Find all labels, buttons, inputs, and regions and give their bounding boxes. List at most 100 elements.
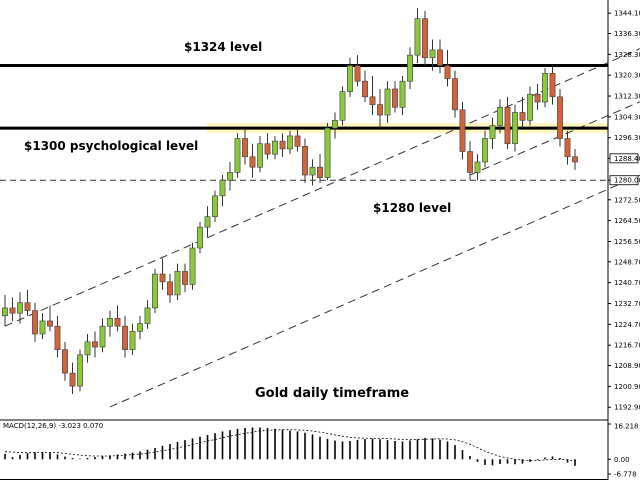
candle-body-bear xyxy=(182,271,188,285)
candle-body-bull xyxy=(234,138,241,173)
candle-body-bear xyxy=(534,93,541,103)
candle xyxy=(527,86,533,126)
candle-body-bear xyxy=(294,135,301,147)
candle xyxy=(77,349,83,392)
candle xyxy=(159,258,166,290)
candle-body-bear xyxy=(369,96,376,105)
price-tick-label: 1288.40 xyxy=(614,155,640,163)
candle xyxy=(399,75,406,116)
candle xyxy=(369,75,376,116)
candle xyxy=(489,117,496,149)
price-tick-label: 1240.70 xyxy=(614,279,640,287)
candle xyxy=(144,300,151,329)
candle-body-bull xyxy=(84,341,91,356)
macd-tick-label: 16.218 xyxy=(614,423,639,431)
price-tick-label: 1304.30 xyxy=(614,113,640,121)
candle xyxy=(107,310,113,337)
price-tick-label: 1216.70 xyxy=(614,342,640,350)
candle xyxy=(279,133,286,157)
price-tick-label: 1200.90 xyxy=(614,383,640,391)
candle xyxy=(347,57,353,97)
candle-body-bear xyxy=(549,73,556,98)
candle xyxy=(182,263,188,293)
candle-body-bear xyxy=(564,138,571,158)
candle-body-bear xyxy=(519,112,526,121)
candle xyxy=(204,206,211,238)
candle xyxy=(294,128,301,152)
candle xyxy=(474,154,481,181)
candle-body-bear xyxy=(122,325,128,350)
candle-body-bull xyxy=(407,54,413,82)
candle-body-bear xyxy=(69,372,76,387)
candle-body-bear xyxy=(249,156,256,168)
candle xyxy=(54,315,61,358)
price-axis: 1344.10 1336.30 1328.30 1320.30 1312.30 1304.… xyxy=(608,10,640,479)
candle-body-bear xyxy=(504,106,511,145)
price-tick-label: 1328.30 xyxy=(614,51,640,59)
candle-body-bear xyxy=(62,349,68,374)
candle xyxy=(317,154,323,183)
price-tick-label: 1296.30 xyxy=(614,134,640,142)
candle xyxy=(324,122,331,181)
candle xyxy=(422,10,428,66)
macd-tick-label: -6.778 xyxy=(614,471,637,479)
candle-body-bear xyxy=(9,307,16,314)
candle-body-bear xyxy=(114,318,121,327)
macd-tick-label: 0.00 xyxy=(614,456,630,464)
candle xyxy=(549,65,556,105)
candle-body-bull xyxy=(219,179,226,197)
candle-body-bull xyxy=(384,88,391,116)
candle-body-bear xyxy=(467,151,473,173)
candle xyxy=(9,297,16,321)
price-tick-label: 1232.70 xyxy=(614,300,640,308)
price-tick-label: 1256.50 xyxy=(614,238,640,246)
candle-body-bull xyxy=(482,138,488,163)
candle-body-bull xyxy=(414,18,421,56)
candle xyxy=(354,55,361,87)
price-tick-label: 1224.70 xyxy=(614,321,640,329)
candle xyxy=(482,130,488,168)
price-tick-label: 1192.90 xyxy=(614,404,640,412)
candle xyxy=(414,8,421,63)
level-label-1324: $1324 level xyxy=(184,40,262,54)
candle-body-bear xyxy=(302,146,308,176)
candle xyxy=(249,143,256,178)
candle xyxy=(272,135,278,160)
candle-body-bear xyxy=(279,140,286,150)
candle xyxy=(39,313,46,340)
candle xyxy=(99,318,106,353)
candle-body-bear xyxy=(92,341,98,348)
price-tick-label: 1312.30 xyxy=(614,93,640,101)
candle-body-bull xyxy=(489,125,496,139)
candle xyxy=(467,141,473,181)
candle-body-bull xyxy=(512,112,518,145)
candle xyxy=(122,315,128,358)
candle-body-bull xyxy=(189,247,196,285)
candle-body-bull xyxy=(174,271,181,296)
candle xyxy=(287,130,293,155)
candle-body-bear xyxy=(54,325,61,350)
candle xyxy=(227,161,233,191)
candle-body-bull xyxy=(474,161,481,173)
candle xyxy=(459,102,466,160)
channel-line-mid xyxy=(469,101,640,176)
candle xyxy=(362,70,368,103)
candle xyxy=(557,89,563,147)
candle-body-bear xyxy=(242,138,248,158)
candle-body-bull xyxy=(324,127,331,178)
candle xyxy=(377,89,383,129)
candle-body-bear xyxy=(392,88,398,108)
price-tick-label: 1272.50 xyxy=(614,196,640,204)
candle xyxy=(339,86,346,126)
last-price-box xyxy=(609,153,639,164)
price-tick-label: 1208.90 xyxy=(614,362,640,370)
candle xyxy=(264,133,271,160)
candle-body-bull xyxy=(257,143,263,168)
candle xyxy=(2,294,8,327)
price-tick-label: 1320.30 xyxy=(614,72,640,80)
chart-title: Gold daily timeframe xyxy=(255,386,409,401)
candle-body-bear xyxy=(47,320,53,327)
candle-body-bull xyxy=(309,166,316,176)
